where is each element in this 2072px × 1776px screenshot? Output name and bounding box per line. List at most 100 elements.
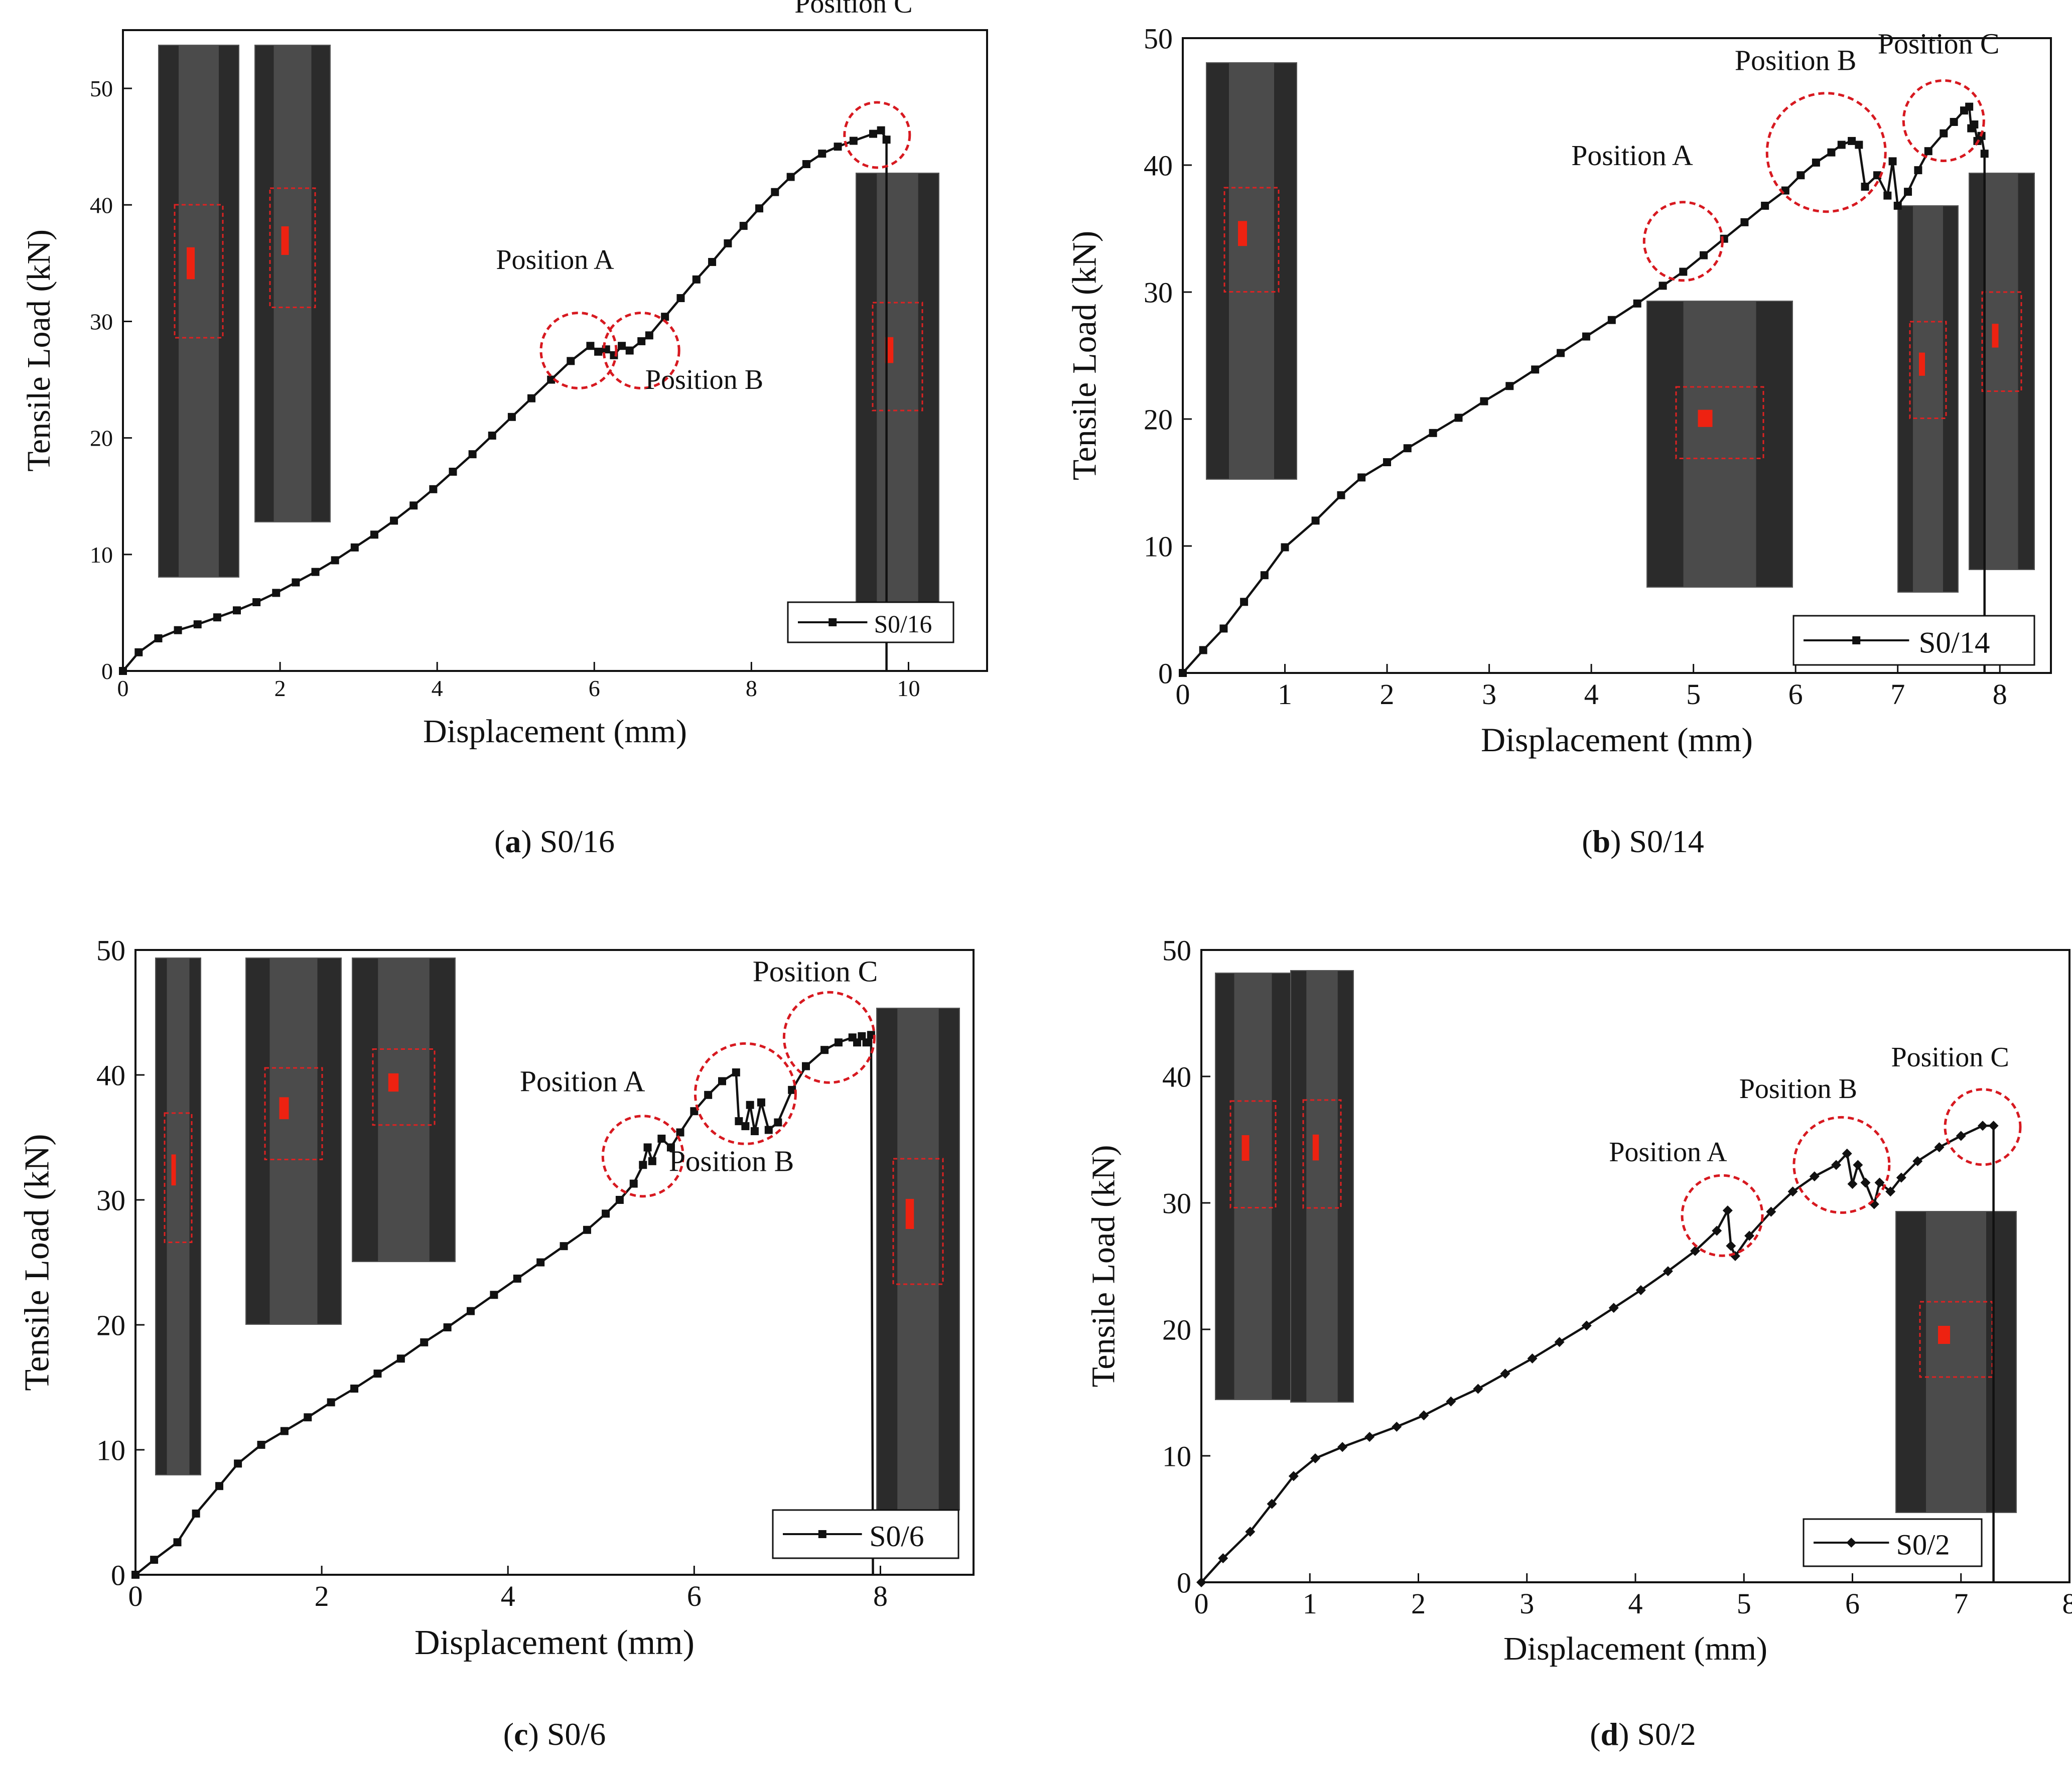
legend-marker-c — [818, 1530, 826, 1538]
data-point-d-3 — [1267, 1498, 1277, 1509]
data-point-b-46 — [1970, 120, 1979, 129]
data-point-b-16 — [1557, 349, 1565, 357]
damage-box-d-0 — [1229, 1100, 1277, 1208]
annotation-b-0: Position A — [1571, 139, 1693, 172]
data-point-a-32 — [661, 313, 669, 321]
damage-box-b-3 — [1981, 291, 2022, 392]
data-point-d-13 — [1527, 1353, 1538, 1363]
data-point-d-0 — [1196, 1577, 1206, 1587]
damage-mark-b-0 — [1238, 221, 1247, 246]
data-point-d-15 — [1581, 1320, 1592, 1331]
y-tick-label-c-3: 30 — [96, 1184, 125, 1216]
data-point-d-8 — [1392, 1422, 1402, 1432]
data-point-d-34 — [1874, 1177, 1885, 1188]
data-point-c-12 — [396, 1354, 405, 1363]
chart-svg-b: 0 1 2 3 4 5 6 7 8 0 10 20 30 40 50 Displacement (mm) Ten… — [1065, 22, 2052, 759]
x-tick-label-c-3: 6 — [687, 1580, 702, 1612]
data-point-d-27 — [1809, 1171, 1820, 1182]
damage-box-d-1 — [1302, 1099, 1342, 1209]
data-point-c-32 — [718, 1077, 726, 1085]
x-axis-label-b: Displacement (mm) — [1481, 721, 1753, 759]
data-point-d-38 — [1934, 1142, 1945, 1153]
data-point-b-1 — [1199, 646, 1207, 654]
data-point-c-41 — [788, 1085, 796, 1094]
y-tick-label-b-2: 20 — [1144, 403, 1173, 436]
data-point-b-8 — [1357, 473, 1366, 482]
damage-box-c-1 — [264, 1067, 323, 1160]
x-tick-label-d-2: 2 — [1411, 1587, 1426, 1620]
data-point-b-44 — [1965, 102, 1974, 111]
data-point-a-11 — [331, 556, 339, 565]
data-point-d-14 — [1554, 1337, 1565, 1347]
data-point-d-5 — [1310, 1453, 1321, 1464]
chart-panel-b: 0 1 2 3 4 5 6 7 8 0 10 20 30 40 50 Displacement (mm) Ten… — [1036, 0, 2072, 888]
specimen-photo-strip-b-0 — [1229, 63, 1274, 479]
damage-mark-a-1 — [281, 226, 289, 255]
data-point-a-39 — [771, 188, 779, 196]
data-point-a-33 — [676, 294, 685, 303]
data-point-a-42 — [818, 150, 826, 158]
y-tick-label-a-2: 20 — [90, 426, 113, 451]
damage-box-a-0 — [174, 204, 224, 339]
y-tick-label-d-2: 20 — [1162, 1313, 1191, 1346]
data-point-b-28 — [1812, 158, 1820, 167]
data-point-d-26 — [1787, 1186, 1798, 1197]
data-point-c-28 — [666, 1143, 675, 1152]
x-tick-label-a-5: 10 — [897, 675, 920, 701]
legend-marker-d — [1846, 1538, 1857, 1548]
data-point-a-25 — [594, 347, 603, 356]
data-point-d-11 — [1473, 1384, 1483, 1394]
data-point-d-28 — [1831, 1160, 1842, 1170]
y-tick-label-c-5: 50 — [96, 934, 125, 967]
data-point-c-2 — [173, 1538, 182, 1547]
caption-a: (a) S0/16 — [494, 824, 615, 859]
specimen-photo-strip-c-1 — [269, 958, 318, 1324]
specimen-photo-strip-b-2 — [1913, 206, 1943, 592]
data-point-c-14 — [443, 1323, 452, 1331]
legend-label-c: S0/6 — [869, 1520, 924, 1553]
data-point-a-24 — [586, 342, 595, 350]
data-point-c-7 — [280, 1427, 289, 1435]
data-point-c-17 — [513, 1274, 521, 1283]
plot-frame-c — [134, 949, 975, 1576]
data-point-c-15 — [467, 1307, 475, 1315]
damage-box-a-1 — [269, 187, 316, 308]
y-tick-label-c-4: 40 — [96, 1059, 125, 1091]
caption-c: (c) S0/6 — [503, 1716, 606, 1752]
position-circle-a-2 — [843, 101, 911, 169]
data-point-a-14 — [390, 516, 398, 525]
data-point-c-9 — [327, 1398, 335, 1407]
annotation-a-0: Position A — [496, 244, 614, 276]
x-tick-label-b-3: 3 — [1482, 678, 1496, 711]
damage-mark-b-3 — [1992, 324, 1999, 348]
annotation-d-1: Position B — [1739, 1073, 1857, 1105]
x-tick-label-c-4: 8 — [873, 1580, 888, 1612]
data-point-c-44 — [834, 1038, 843, 1047]
data-point-a-5 — [213, 613, 221, 622]
data-point-a-43 — [834, 143, 842, 151]
y-tick-label-d-3: 30 — [1162, 1187, 1191, 1219]
data-point-d-6 — [1337, 1442, 1348, 1452]
chart-panel-a: 0 2 4 6 8 10 0 10 20 30 40 50 Displacement (mm) Tensi… — [0, 0, 1036, 888]
chart-panel-d: 0 1 2 3 4 5 6 7 8 0 10 20 30 40 50 Displacement (mm) Ten… — [1036, 888, 2072, 1776]
y-tick-label-c-2: 20 — [96, 1309, 125, 1341]
specimen-photo-strip-a-0 — [179, 45, 219, 577]
annotation-b-2: Position C — [1878, 27, 2000, 60]
data-point-d-21 — [1722, 1205, 1733, 1216]
annotation-c-0: Position A — [520, 1064, 645, 1098]
x-tick-label-b-1: 1 — [1278, 678, 1292, 711]
data-point-d-1 — [1218, 1553, 1228, 1564]
x-tick-label-b-7: 7 — [1890, 678, 1905, 711]
data-point-a-20 — [507, 413, 516, 421]
data-point-a-18 — [468, 450, 477, 459]
data-point-c-29 — [676, 1128, 684, 1137]
x-tick-label-a-4: 8 — [746, 675, 757, 701]
data-point-a-1 — [134, 648, 143, 656]
damage-mark-a-0 — [187, 247, 195, 280]
data-point-b-32 — [1855, 141, 1863, 149]
data-point-b-21 — [1679, 267, 1688, 276]
x-tick-label-a-0: 0 — [117, 675, 129, 701]
data-point-c-43 — [820, 1046, 829, 1054]
data-point-a-40 — [786, 173, 795, 181]
data-point-c-3 — [192, 1509, 200, 1518]
